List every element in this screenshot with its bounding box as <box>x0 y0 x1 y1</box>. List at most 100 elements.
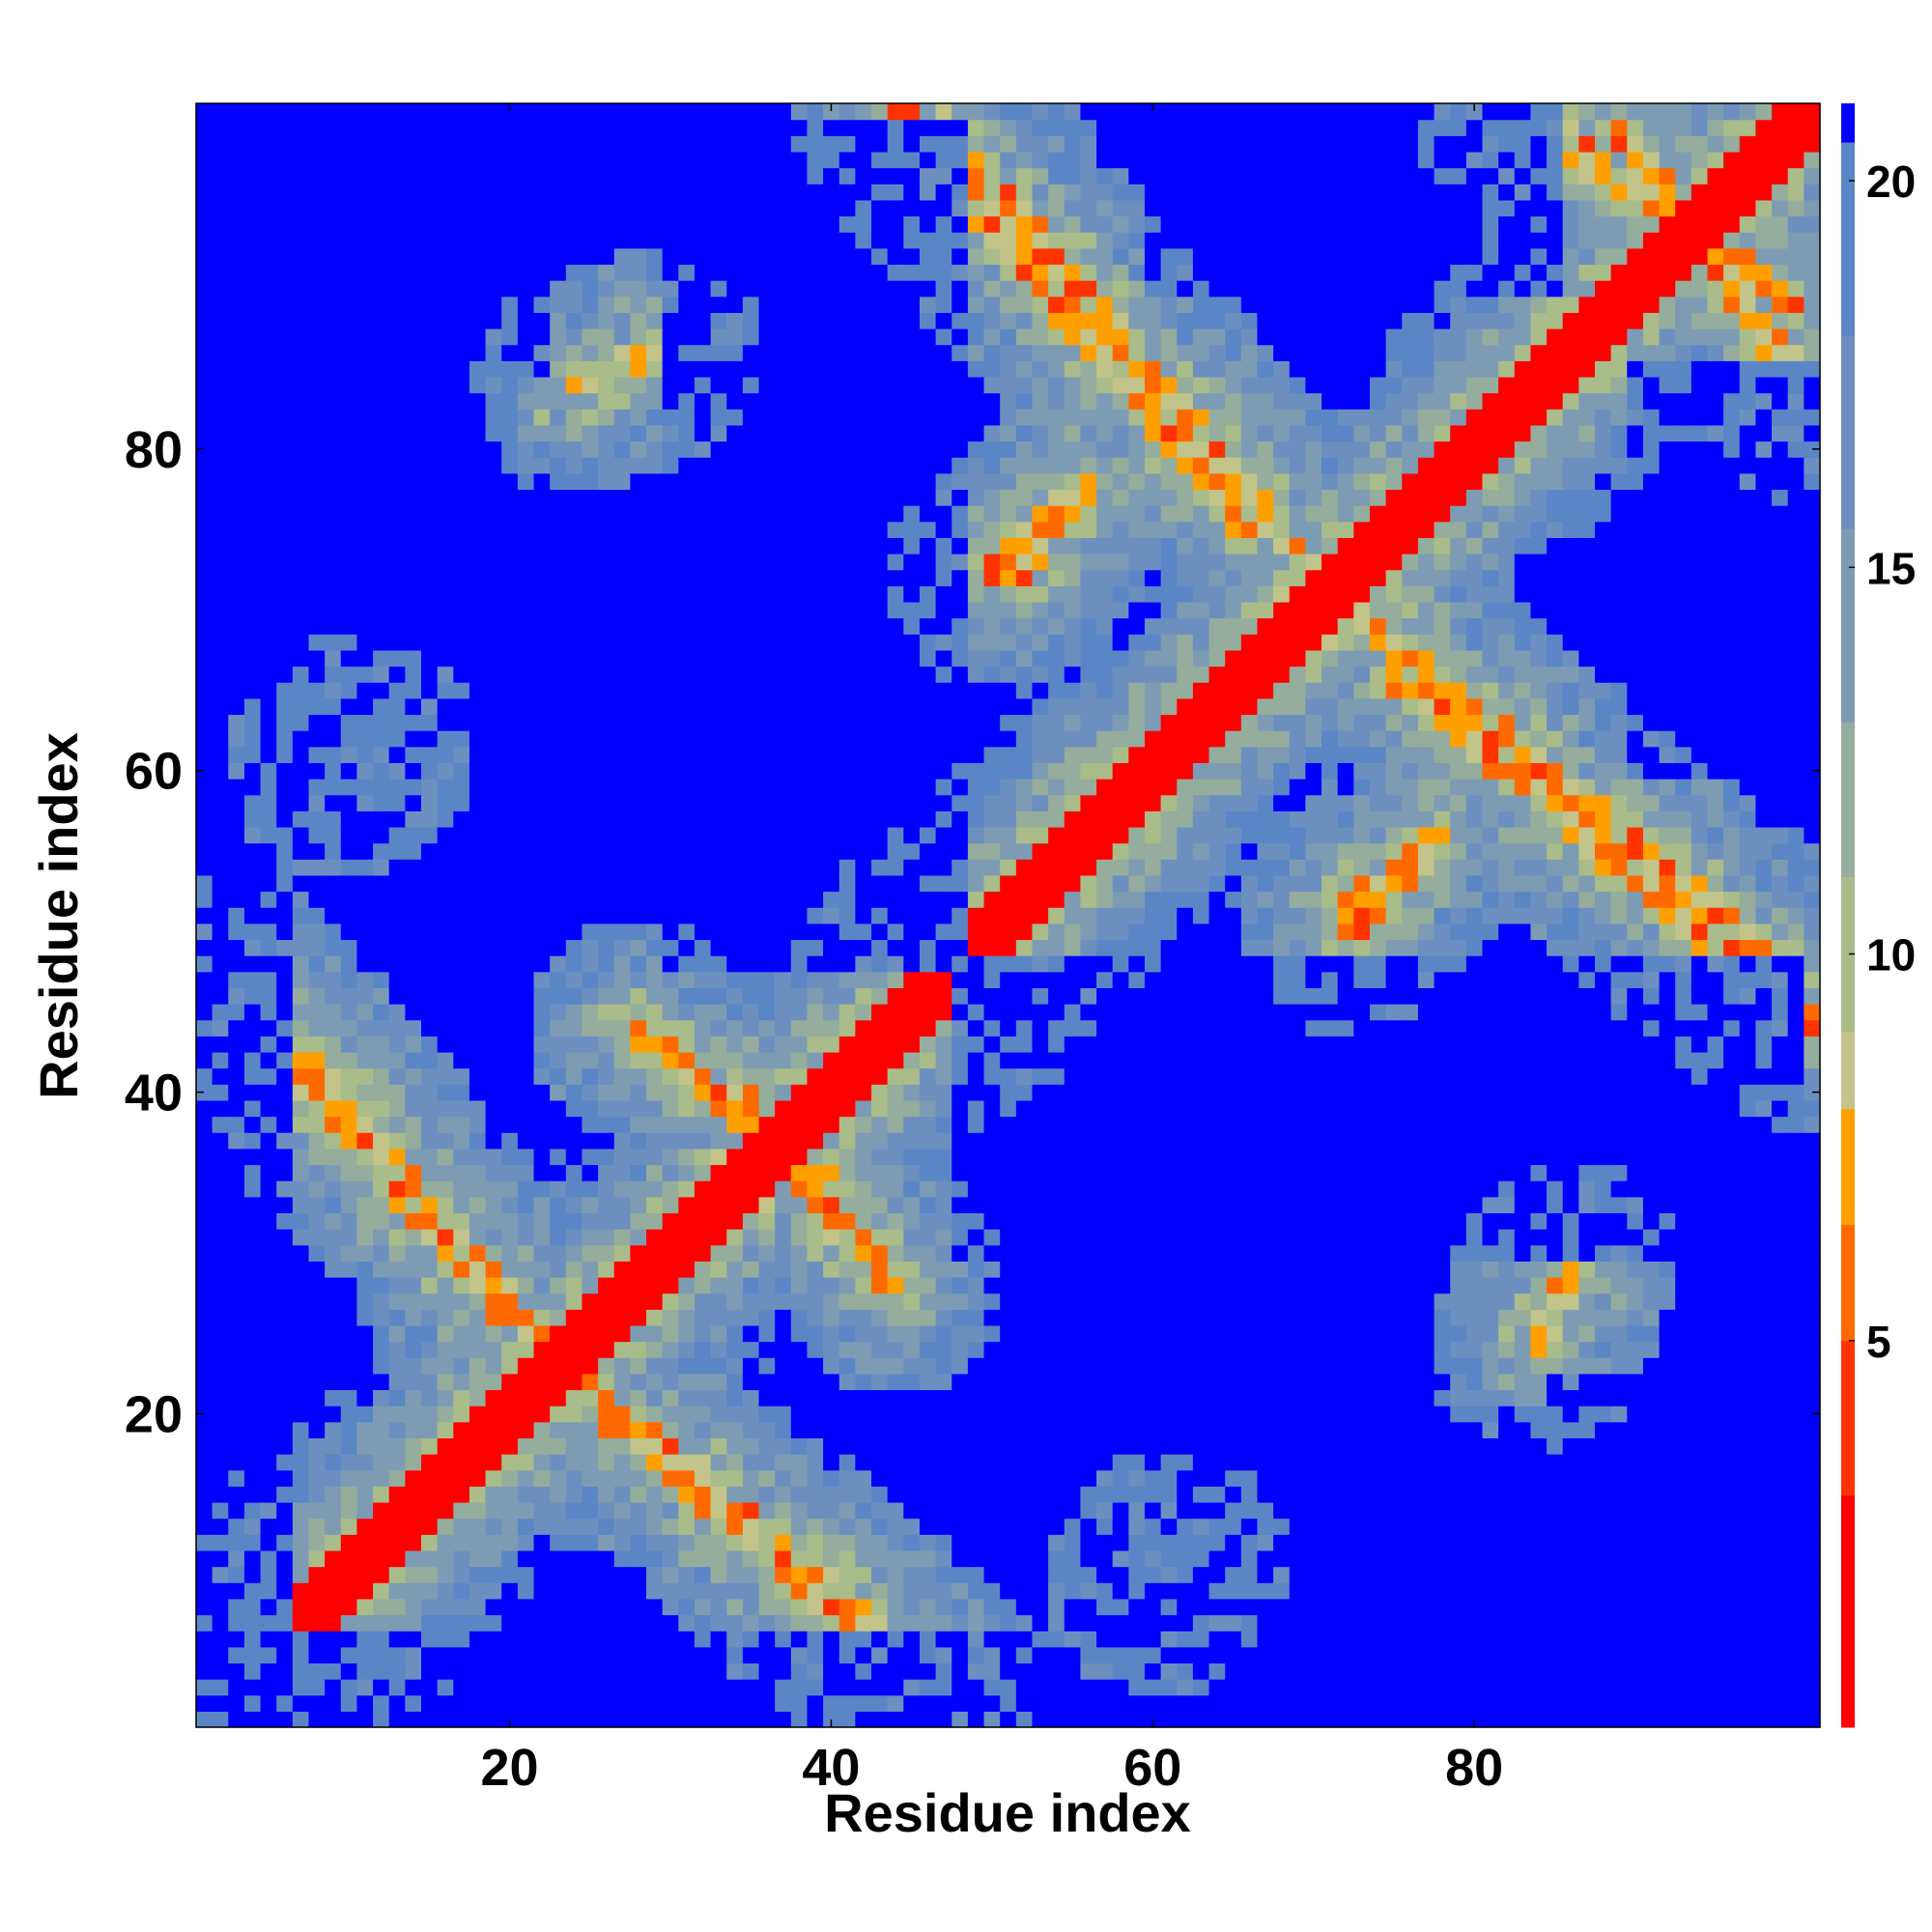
heatmap-cell <box>694 328 712 346</box>
heatmap-cell <box>807 569 824 586</box>
heatmap-cell <box>871 1132 889 1150</box>
heatmap-cell <box>662 1019 679 1037</box>
heatmap-cell <box>726 1694 744 1712</box>
heatmap-cell <box>967 215 985 233</box>
heatmap-cell <box>838 1196 856 1213</box>
heatmap-cell <box>678 794 696 811</box>
heatmap-cell <box>405 1406 422 1423</box>
heatmap-cell <box>855 1437 872 1455</box>
heatmap-cell <box>582 1534 599 1551</box>
heatmap-cell <box>228 1437 245 1455</box>
heatmap-cell <box>855 457 872 474</box>
heatmap-cell <box>613 119 631 136</box>
heatmap-cell <box>598 1582 615 1600</box>
heatmap-cell <box>453 1293 470 1310</box>
heatmap-cell <box>421 1036 439 1053</box>
heatmap-cell <box>212 184 229 201</box>
heatmap-cell <box>613 457 631 474</box>
heatmap-cell <box>646 649 664 668</box>
heatmap-cell <box>243 360 262 378</box>
heatmap-cell <box>356 939 374 956</box>
heatmap-cell <box>662 810 679 828</box>
heatmap-cell <box>646 697 664 716</box>
heatmap-cell <box>228 1469 245 1487</box>
heatmap-cell <box>228 521 245 538</box>
heatmap-cell <box>356 891 374 908</box>
heatmap-cell <box>533 1469 551 1487</box>
heatmap-cell <box>421 682 439 699</box>
heatmap-cell <box>437 1662 454 1680</box>
heatmap-cell <box>967 521 985 538</box>
heatmap-cell <box>678 1694 696 1712</box>
heatmap-cell <box>807 1244 824 1262</box>
heatmap-cell <box>838 1694 856 1712</box>
heatmap-cell <box>356 119 374 136</box>
heatmap-cell <box>260 376 277 394</box>
heatmap-cell <box>276 874 294 893</box>
heatmap-cell <box>485 1196 502 1213</box>
heatmap-cell <box>437 1518 454 1535</box>
heatmap-cell <box>630 697 647 716</box>
heatmap-cell <box>790 1148 809 1166</box>
heatmap-cell <box>243 151 262 169</box>
heatmap-cell <box>903 826 921 844</box>
heatmap-cell <box>437 457 454 474</box>
heatmap-cell <box>373 247 390 266</box>
heatmap-cell <box>437 328 454 346</box>
heatmap-cell <box>388 521 406 538</box>
heatmap-cell <box>935 1501 952 1520</box>
heatmap-cell <box>356 328 374 346</box>
heatmap-cell <box>340 1711 358 1728</box>
heatmap-cell <box>742 151 760 169</box>
heatmap-cell <box>838 810 856 828</box>
heatmap-cell <box>228 1518 245 1535</box>
heatmap-cell <box>678 103 696 121</box>
heatmap-cell <box>903 714 921 731</box>
heatmap-cell <box>485 1244 502 1262</box>
heatmap-cell <box>485 794 502 811</box>
heatmap-cell <box>887 634 904 651</box>
heatmap-cell <box>646 264 664 281</box>
heatmap-cell <box>887 569 904 586</box>
heatmap-cell <box>388 1148 406 1166</box>
heatmap-cell <box>613 649 631 668</box>
heatmap-cell <box>405 135 422 153</box>
heatmap-cell <box>790 923 809 941</box>
heatmap-cell <box>919 1148 937 1166</box>
heatmap-cell <box>356 1486 374 1503</box>
heatmap-cell <box>228 409 245 426</box>
heatmap-cell <box>469 215 487 233</box>
heatmap-cell <box>453 1631 470 1648</box>
heatmap-cell <box>292 955 310 973</box>
heatmap-cell <box>726 1646 744 1664</box>
heatmap-cell <box>453 167 470 185</box>
heatmap-cell <box>790 1357 809 1375</box>
heatmap-cell <box>212 1373 229 1391</box>
heatmap-cell <box>678 264 696 281</box>
heatmap-cell <box>340 1261 358 1278</box>
heatmap-cell <box>373 939 390 956</box>
heatmap-cell <box>935 939 952 956</box>
heatmap-cell <box>935 1099 952 1118</box>
heatmap-cell <box>325 1469 342 1487</box>
heatmap-cell <box>421 1598 439 1616</box>
heatmap-cell <box>533 874 551 893</box>
heatmap-cell <box>952 794 969 811</box>
heatmap-cell <box>630 1469 647 1487</box>
heatmap-cell <box>871 184 889 201</box>
heatmap-cell <box>952 472 969 491</box>
heatmap-cell <box>855 1051 872 1069</box>
heatmap-cell <box>196 1469 213 1487</box>
heatmap-cell <box>501 987 519 1005</box>
heatmap-cell <box>292 746 310 763</box>
heatmap-cell <box>196 891 213 908</box>
heatmap-cell <box>678 1454 696 1471</box>
heatmap-cell <box>469 859 487 876</box>
heatmap-cell <box>838 955 856 973</box>
heatmap-cell <box>469 1711 487 1728</box>
heatmap-cell <box>517 232 535 249</box>
heatmap-cell <box>469 1437 487 1455</box>
heatmap-cell <box>598 103 615 121</box>
heatmap-cell <box>388 601 406 619</box>
